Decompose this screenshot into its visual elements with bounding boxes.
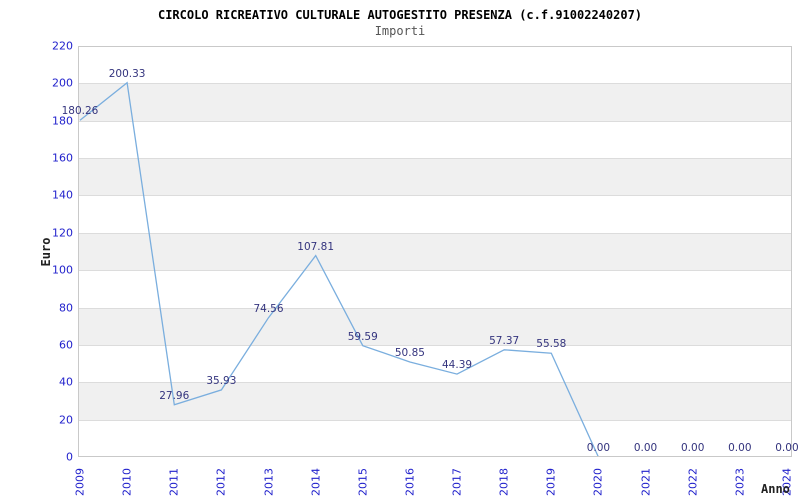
gridline: [79, 307, 791, 309]
gridline: [79, 419, 791, 421]
x-tick-label-2018: 2018: [497, 468, 511, 496]
background-band: [79, 232, 791, 271]
importi-series-line: [79, 81, 599, 456]
value-label-2011: 27.96: [159, 389, 190, 402]
value-label-2015: 59.59: [347, 330, 378, 343]
gridline: [79, 195, 791, 197]
plot-area: [78, 46, 792, 457]
gridline: [79, 270, 791, 272]
chart-title: CIRCOLO RICREATIVO CULTURALE AUTOGESTITO…: [157, 8, 643, 22]
value-label-2012: 35.93: [206, 374, 237, 387]
line-series-svg: [79, 81, 599, 456]
background-band: [79, 307, 791, 345]
y-tick-label: 100: [52, 263, 73, 277]
background-band: [79, 382, 791, 420]
y-tick-label: 200: [52, 76, 73, 90]
gridline: [79, 83, 791, 85]
value-label-2014: 107.81: [297, 240, 335, 253]
y-tick-label: 60: [59, 338, 73, 352]
value-label-2017: 44.39: [442, 359, 473, 372]
x-tick-label-2015: 2015: [356, 468, 370, 496]
y-tick-label: 40: [59, 375, 73, 389]
x-tick-label-2017: 2017: [450, 468, 464, 496]
x-tick-label-2011: 2011: [167, 468, 181, 496]
x-tick-label-2014: 2014: [309, 468, 323, 496]
x-tick-label-2019: 2019: [544, 468, 558, 496]
x-tick-label-2022: 2022: [686, 468, 700, 496]
x-tick-label-2020: 2020: [591, 468, 605, 496]
y-tick-label: 220: [52, 39, 73, 53]
chart-subtitle: Importi: [374, 24, 426, 38]
x-tick-label-2013: 2013: [262, 468, 276, 496]
value-label-2018: 57.37: [489, 334, 520, 347]
value-label-2010: 200.33: [108, 67, 146, 80]
y-tick-label: 180: [52, 114, 73, 128]
y-tick-label: 140: [52, 188, 73, 202]
y-tick-label: 0: [66, 450, 73, 464]
gridline: [79, 158, 791, 160]
y-tick-label: 160: [52, 151, 73, 165]
x-tick-label-2009: 2009: [73, 468, 87, 496]
gridline: [79, 232, 791, 234]
value-label-2022: 0.00: [680, 442, 705, 454]
value-label-2013: 74.56: [253, 302, 284, 315]
value-label-2024: 0.00: [775, 442, 799, 454]
gridline: [79, 382, 791, 384]
x-axis-title: Anno: [761, 482, 790, 496]
y-tick-label: 120: [52, 226, 73, 240]
y-tick-label: 80: [59, 301, 73, 315]
x-tick-label-2021: 2021: [639, 468, 653, 496]
value-label-2020: 0.00: [586, 442, 611, 454]
value-label-2021: 0.00: [633, 442, 658, 454]
x-tick-label-2023: 2023: [733, 468, 747, 496]
value-label-2009: 180.26: [61, 105, 99, 118]
background-band: [79, 158, 791, 196]
y-tick-label: 20: [59, 413, 73, 427]
y-axis-title: Euro: [39, 237, 53, 267]
value-label-2016: 50.85: [394, 347, 425, 359]
x-tick-label-2012: 2012: [214, 468, 228, 496]
value-label-2023: 0.00: [728, 442, 752, 454]
gridline: [79, 120, 791, 122]
x-tick-label-2010: 2010: [120, 468, 134, 496]
gridline: [79, 344, 791, 346]
value-label-2019: 55.58: [536, 338, 567, 351]
background-band: [79, 83, 791, 121]
x-tick-label-2016: 2016: [403, 468, 417, 496]
